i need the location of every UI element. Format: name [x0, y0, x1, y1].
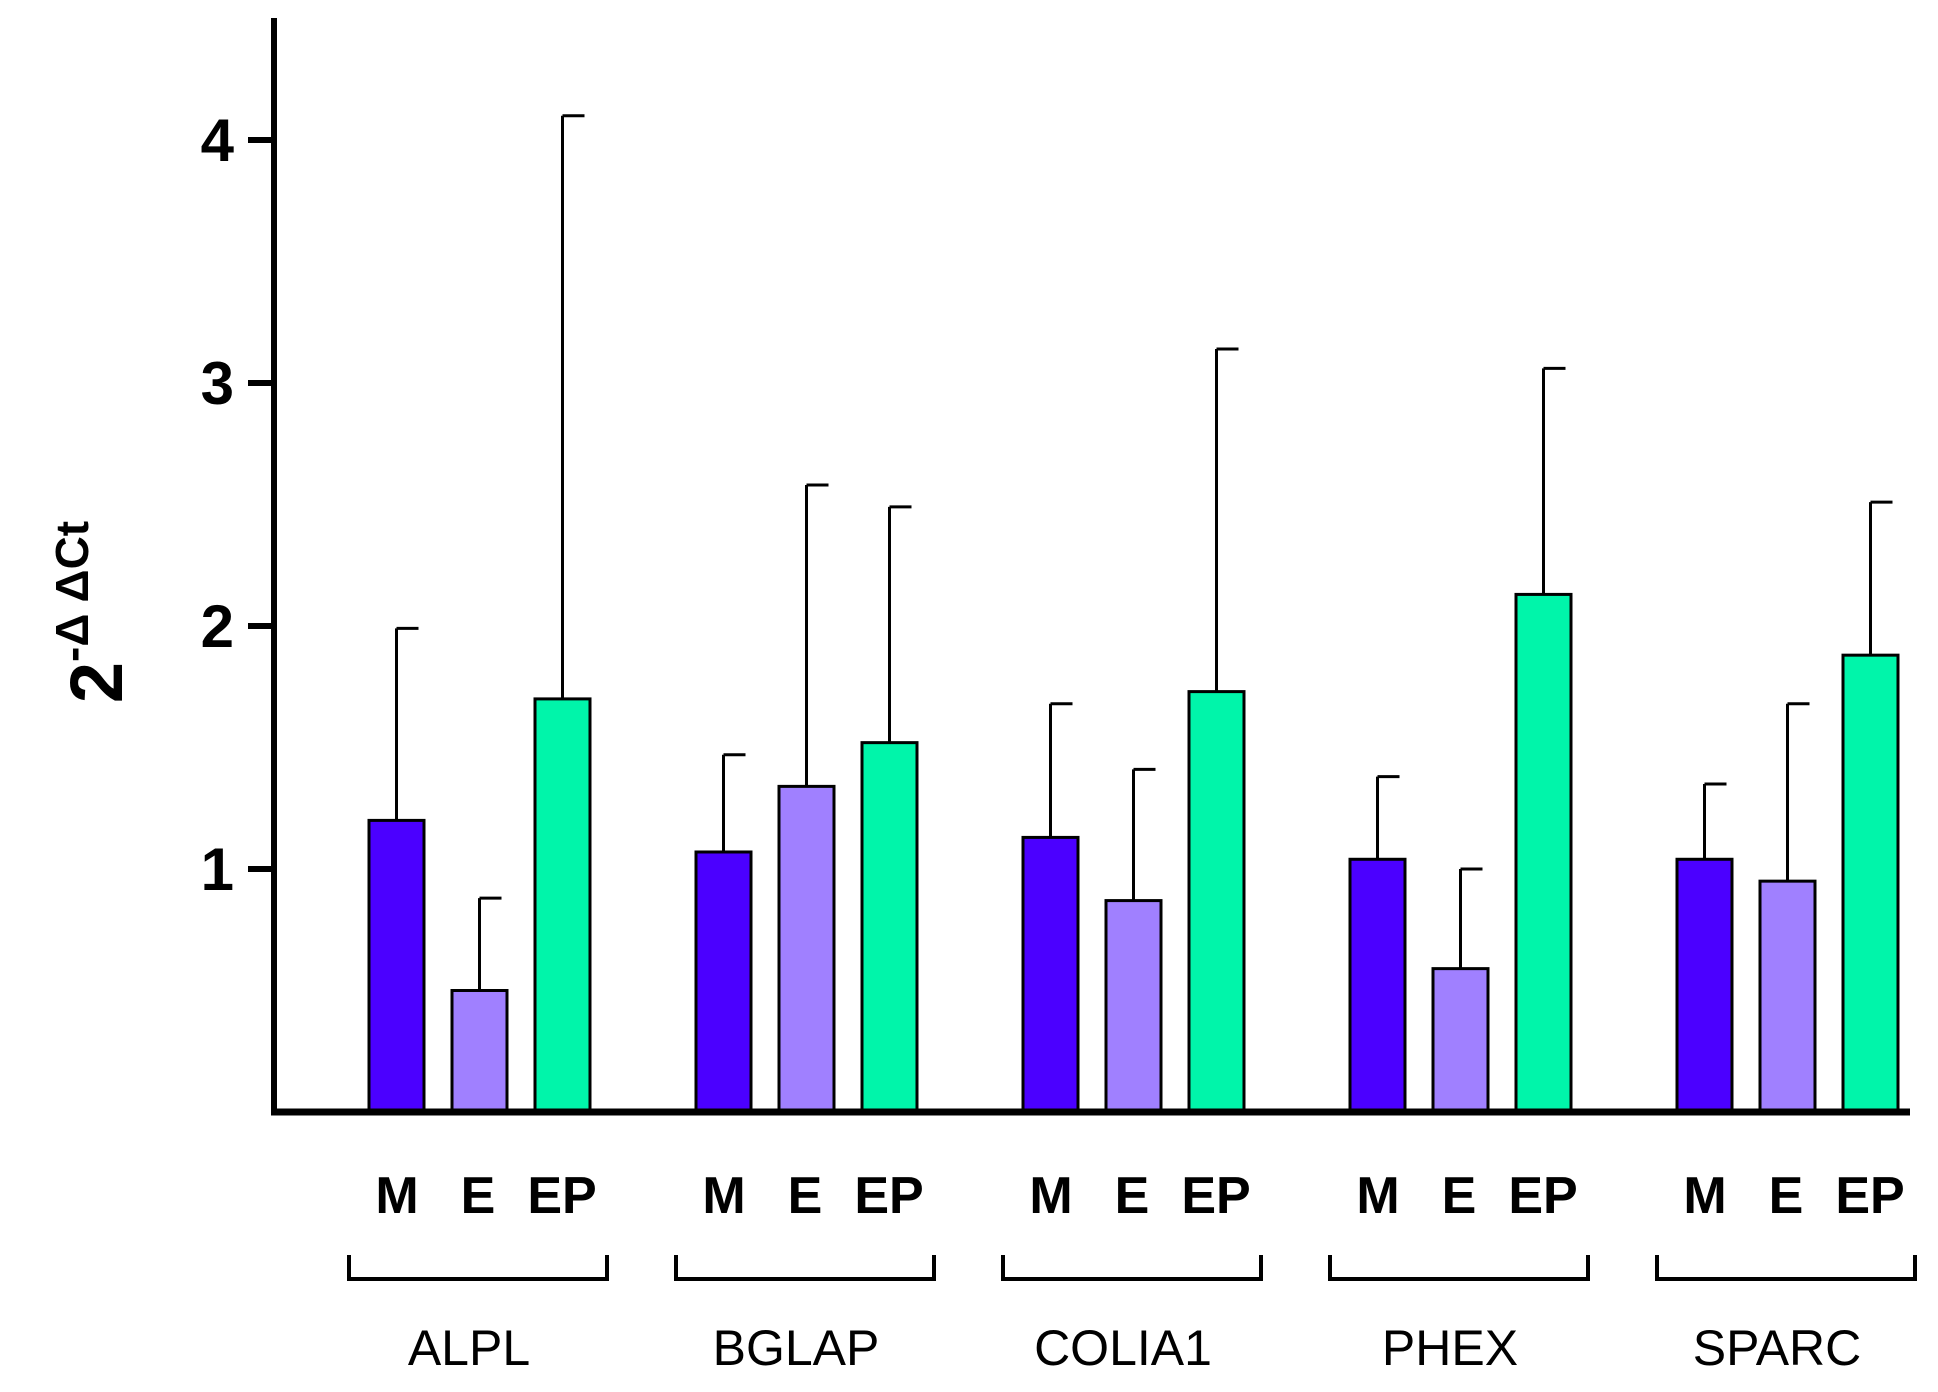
- gene-label-bglap: BGLAP: [713, 1320, 880, 1376]
- group-bracket: [1001, 1255, 1263, 1281]
- bar-m-bglap: [694, 850, 753, 1114]
- bar-ep-bglap: [860, 741, 919, 1114]
- bar-series-label-e: E: [1769, 1167, 1804, 1225]
- bar-e-phex: [1431, 967, 1490, 1114]
- bar-ep-alpl: [533, 697, 592, 1114]
- bar-series-label-e: E: [461, 1167, 496, 1225]
- bar-series-label-ep: EP: [1835, 1167, 1904, 1225]
- bar-m-phex: [1348, 857, 1407, 1114]
- bar-m-sparc: [1675, 857, 1734, 1114]
- group-bracket: [347, 1255, 609, 1281]
- y-axis-label-base: 2: [55, 662, 138, 703]
- bar-ep-phex: [1514, 592, 1573, 1114]
- bar-series-label-ep: EP: [527, 1167, 596, 1225]
- gene-label-phex: PHEX: [1382, 1320, 1518, 1376]
- bar-e-sparc: [1758, 879, 1817, 1114]
- bar-m-alpl: [367, 818, 426, 1114]
- y-tick-label: 3: [201, 350, 234, 417]
- bar-series-label-e: E: [1442, 1167, 1477, 1225]
- bar-series-label-ep: EP: [1181, 1167, 1250, 1225]
- y-tick-label: 2: [201, 593, 234, 660]
- gene-label-colia1: COLIA1: [1034, 1320, 1212, 1376]
- bar-ep-colia1: [1187, 690, 1246, 1114]
- bar-series-label-m: M: [375, 1167, 418, 1225]
- bar-e-alpl: [450, 989, 509, 1114]
- bar-e-bglap: [777, 784, 836, 1114]
- bar-series-label-ep: EP: [1508, 1167, 1577, 1225]
- bar-series-label-m: M: [1683, 1167, 1726, 1225]
- bar-series-label-m: M: [1029, 1167, 1072, 1225]
- gene-label-alpl: ALPL: [408, 1320, 530, 1376]
- bar-ep-sparc: [1841, 653, 1900, 1114]
- group-bracket: [674, 1255, 936, 1281]
- y-axis-label: 2-Δ ΔCt: [46, 521, 138, 703]
- gene-label-sparc: SPARC: [1693, 1320, 1862, 1376]
- group-bracket: [1328, 1255, 1590, 1281]
- bar-series-label-e: E: [788, 1167, 823, 1225]
- bar-e-colia1: [1104, 899, 1163, 1114]
- bar-series-label-m: M: [1356, 1167, 1399, 1225]
- svg-text:2-Δ ΔCt: 2-Δ ΔCt: [46, 521, 138, 703]
- group-bracket: [1655, 1255, 1917, 1281]
- bar-series-label-ep: EP: [854, 1167, 923, 1225]
- bar-series-label-e: E: [1115, 1167, 1150, 1225]
- bar-series-label-m: M: [702, 1167, 745, 1225]
- y-axis-label-superscript: -Δ ΔCt: [46, 521, 98, 662]
- bar-m-colia1: [1021, 835, 1080, 1114]
- y-tick-label: 4: [201, 107, 235, 174]
- y-tick-label: 1: [201, 836, 234, 903]
